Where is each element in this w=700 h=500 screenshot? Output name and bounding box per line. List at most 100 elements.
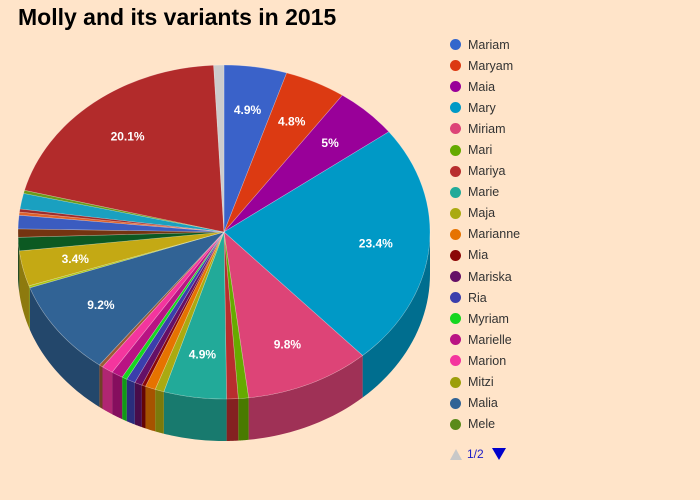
legend-item-mariam[interactable]: Mariam [450, 34, 520, 55]
pie-label-mary: 23.4% [359, 237, 393, 251]
legend-label: Mariska [468, 269, 512, 284]
pie-side-malia [29, 287, 100, 407]
legend-item-mary[interactable]: Mary [450, 97, 520, 118]
legend-swatch-icon [450, 186, 461, 198]
pie-slice-mele[interactable] [28, 231, 225, 289]
pie-slice-mia[interactable] [141, 231, 225, 387]
legend-label: Marielle [468, 332, 512, 347]
pie-side-mariska [134, 382, 142, 428]
legend-item-mari[interactable]: Mari [450, 139, 520, 160]
legend-label: Myriam [468, 311, 509, 326]
legend-swatch-icon [450, 102, 461, 114]
pie-label-malia: 9.2% [87, 298, 115, 312]
pie-slice-molly[interactable] [18, 231, 225, 287]
legend-label: Ria [468, 290, 487, 305]
legend-swatch-icon [450, 165, 461, 177]
pie-slice-marion[interactable] [102, 231, 225, 373]
pie-side-marion [102, 366, 113, 415]
pie-side-ria [126, 379, 135, 425]
legend-item-maja[interactable]: Maja [450, 203, 520, 224]
legend-swatch-icon [450, 355, 461, 367]
pie-slice-mariya[interactable] [223, 231, 239, 400]
legend-item-marie[interactable]: Marie [450, 182, 520, 203]
legend-label: Marion [468, 353, 507, 368]
pie-side-molly [19, 250, 29, 328]
pie-label-mariam: 4.9% [234, 103, 262, 117]
legend-item-mitzi[interactable]: Mitzi [450, 372, 520, 393]
legend-swatch-icon [450, 123, 461, 135]
legend-swatch-icon [450, 207, 461, 219]
pie-slice-mally[interactable] [213, 64, 225, 233]
pie-slice-maja[interactable] [154, 231, 225, 393]
pie-slice-miriam[interactable] [223, 231, 364, 399]
legend-swatch-icon [450, 39, 461, 51]
legend-item-maia[interactable]: Maia [450, 76, 520, 97]
legend-swatch-icon [450, 397, 461, 409]
legend-item-marielle[interactable]: Marielle [450, 329, 520, 350]
pie-slice-marianne[interactable] [145, 231, 225, 390]
pie-slice-marie[interactable] [163, 231, 227, 400]
legend-item-marianne[interactable]: Marianne [450, 224, 520, 245]
pie-label-moira: 20.1% [111, 129, 145, 143]
legend-label: Mari [468, 143, 493, 158]
legend-label: Maja [468, 206, 496, 221]
pie-slice-mary[interactable] [223, 131, 431, 356]
pie-slice-mariah[interactable] [18, 211, 225, 233]
pie-side-marielle [112, 372, 123, 420]
pie-slice-maia[interactable] [223, 94, 390, 233]
legend-item-mariya[interactable]: Mariya [450, 161, 520, 182]
legend-item-maryam[interactable]: Maryam [450, 55, 520, 76]
legend-pager[interactable]: 1/2 [450, 447, 506, 461]
pie-side-mele [28, 285, 30, 330]
pie-side-miriam [248, 355, 363, 440]
legend-swatch-icon [450, 334, 461, 346]
legend: Mariam Maryam Maia Mary Miriam Mari Mariya Mari… [450, 34, 520, 435]
pie-slice-malia[interactable] [29, 231, 225, 366]
pie-slice-mari[interactable] [223, 231, 249, 399]
pie-slice-mara[interactable] [17, 231, 225, 252]
legend-swatch-icon [450, 81, 461, 93]
pie-side-mia [141, 385, 146, 429]
legend-item-ria[interactable]: Ria [450, 287, 520, 308]
legend-label: Mariam [468, 37, 510, 52]
pie-slice-moira[interactable] [24, 64, 225, 233]
legend-label: Marie [468, 185, 500, 200]
legend-label: Mariya [468, 164, 506, 179]
pager-next-arrow-icon[interactable] [491, 448, 506, 460]
pie-slice-maren[interactable] [23, 189, 225, 233]
legend-label: Maryam [468, 58, 514, 73]
legend-item-malia[interactable]: Malia [450, 393, 520, 414]
pie-slice-myriam[interactable] [121, 231, 225, 380]
legend-swatch-icon [450, 313, 461, 325]
pie-side-mariya [226, 398, 239, 441]
pie-side-mitzi [99, 364, 103, 409]
legend-item-myriam[interactable]: Myriam [450, 308, 520, 329]
pie-slice-maricel[interactable] [19, 193, 225, 233]
legend-swatch-icon [450, 144, 461, 156]
pie-side-marie [163, 391, 227, 441]
legend-item-marion[interactable]: Marion [450, 350, 520, 371]
legend-swatch-icon [450, 292, 461, 304]
pie-slice-marielle[interactable] [111, 231, 225, 378]
pie-slice-mariam[interactable] [223, 64, 288, 233]
pie-slice-mariska[interactable] [134, 231, 225, 386]
pie-data-labels: 4.9% 4.8% 5% 23.4% 9.8% 4.9% 9.2% 3.4% 20.1% [62, 103, 394, 361]
pie-label-maryam: 4.8% [278, 114, 306, 128]
pie-side-mari [238, 397, 249, 441]
legend-item-miriam[interactable]: Miriam [450, 118, 520, 139]
pie-slice-maryam[interactable] [223, 72, 343, 233]
legend-item-mele[interactable]: Mele [450, 414, 520, 435]
pie-side-walls [18, 232, 430, 441]
pie-label-miriam: 9.8% [274, 337, 302, 351]
pie-slice-marya[interactable] [17, 228, 225, 238]
pie-slice-maire[interactable] [17, 214, 225, 233]
pie-slice-mitzi[interactable] [98, 231, 225, 368]
pie-slice-marja[interactable] [19, 208, 225, 233]
legend-item-mia[interactable]: Mia [450, 245, 520, 266]
legend-item-mariska[interactable]: Mariska [450, 266, 520, 287]
legend-swatch-icon [450, 249, 461, 261]
pager-prev-arrow-icon[interactable] [450, 448, 462, 460]
legend-label: Mary [468, 100, 496, 115]
pie-slice-ria[interactable] [126, 231, 225, 383]
